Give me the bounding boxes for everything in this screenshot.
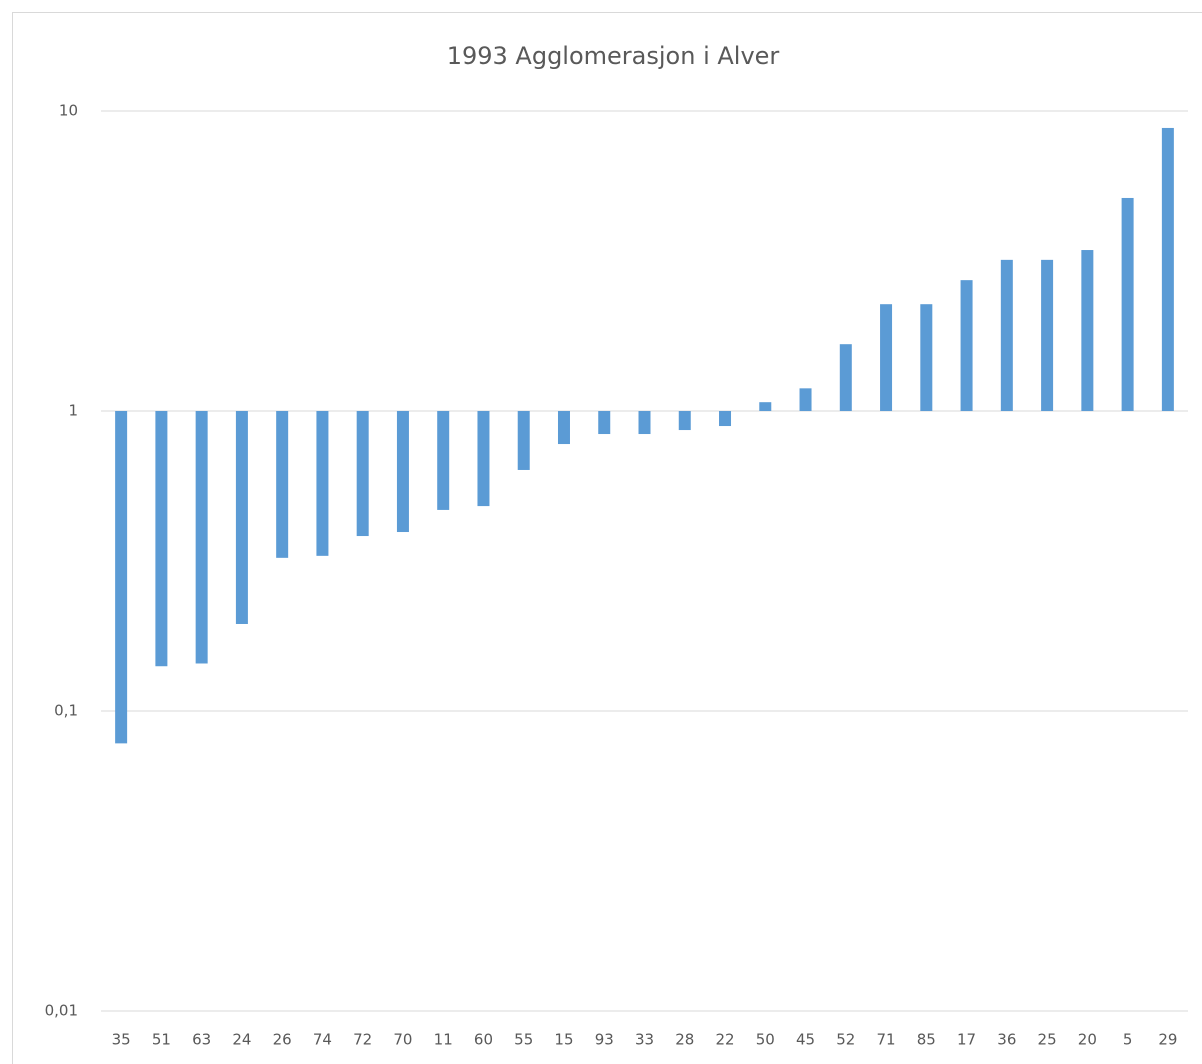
x-tick-label: 24 bbox=[232, 1031, 251, 1049]
x-tick-label: 20 bbox=[1078, 1031, 1097, 1049]
bar bbox=[839, 344, 852, 411]
x-tick-label: 36 bbox=[997, 1031, 1016, 1049]
x-tick-label: 33 bbox=[635, 1031, 654, 1049]
bar bbox=[477, 411, 490, 507]
bar bbox=[678, 411, 691, 431]
bar bbox=[396, 411, 409, 533]
bar bbox=[356, 411, 369, 537]
x-tick-label: 11 bbox=[434, 1031, 453, 1049]
bar bbox=[598, 411, 611, 435]
bar bbox=[759, 402, 772, 411]
x-tick-label: 17 bbox=[957, 1031, 976, 1049]
bar bbox=[437, 411, 450, 510]
x-tick-label: 26 bbox=[273, 1031, 292, 1049]
x-tick-label: 35 bbox=[112, 1031, 131, 1049]
bar bbox=[1000, 259, 1013, 411]
bar bbox=[517, 411, 530, 470]
bar bbox=[920, 304, 933, 411]
x-tick-label: 85 bbox=[917, 1031, 936, 1049]
x-tick-label: 22 bbox=[715, 1031, 734, 1049]
x-tick-label: 74 bbox=[313, 1031, 332, 1049]
x-tick-label: 55 bbox=[514, 1031, 533, 1049]
x-tick-label: 51 bbox=[152, 1031, 171, 1049]
bar bbox=[719, 411, 732, 427]
bar bbox=[276, 411, 289, 558]
x-tick-label: 25 bbox=[1038, 1031, 1057, 1049]
x-tick-label: 15 bbox=[554, 1031, 573, 1049]
x-tick-label: 72 bbox=[353, 1031, 372, 1049]
x-tick-label: 70 bbox=[393, 1031, 412, 1049]
y-tick-label: 0,1 bbox=[54, 702, 78, 720]
bar bbox=[1041, 259, 1054, 411]
bar bbox=[960, 280, 973, 411]
bar bbox=[115, 411, 128, 744]
bar bbox=[155, 411, 168, 667]
x-tick-label: 45 bbox=[796, 1031, 815, 1049]
x-tick-label: 50 bbox=[756, 1031, 775, 1049]
y-tick-label: 0,01 bbox=[45, 1002, 78, 1020]
x-tick-label: 71 bbox=[877, 1031, 896, 1049]
bar bbox=[1161, 127, 1174, 411]
y-tick-label: 1 bbox=[68, 402, 78, 420]
x-tick-label: 52 bbox=[836, 1031, 855, 1049]
chart-title: 1993 Agglomerasjon i Alver bbox=[447, 42, 780, 70]
y-tick-label: 10 bbox=[59, 102, 78, 120]
bar bbox=[1121, 197, 1134, 411]
x-tick-label: 28 bbox=[675, 1031, 694, 1049]
bar bbox=[316, 411, 329, 556]
bar bbox=[557, 411, 570, 445]
x-tick-label: 5 bbox=[1123, 1031, 1133, 1049]
x-tick-label: 63 bbox=[192, 1031, 211, 1049]
chart-border bbox=[12, 12, 1202, 1064]
bar bbox=[235, 411, 248, 624]
x-tick-label: 60 bbox=[474, 1031, 493, 1049]
bar bbox=[1081, 250, 1094, 411]
bar bbox=[195, 411, 208, 664]
bar bbox=[880, 304, 893, 411]
x-tick-label: 29 bbox=[1158, 1031, 1177, 1049]
bar bbox=[638, 411, 651, 435]
bar bbox=[799, 388, 812, 411]
x-tick-label: 93 bbox=[595, 1031, 614, 1049]
